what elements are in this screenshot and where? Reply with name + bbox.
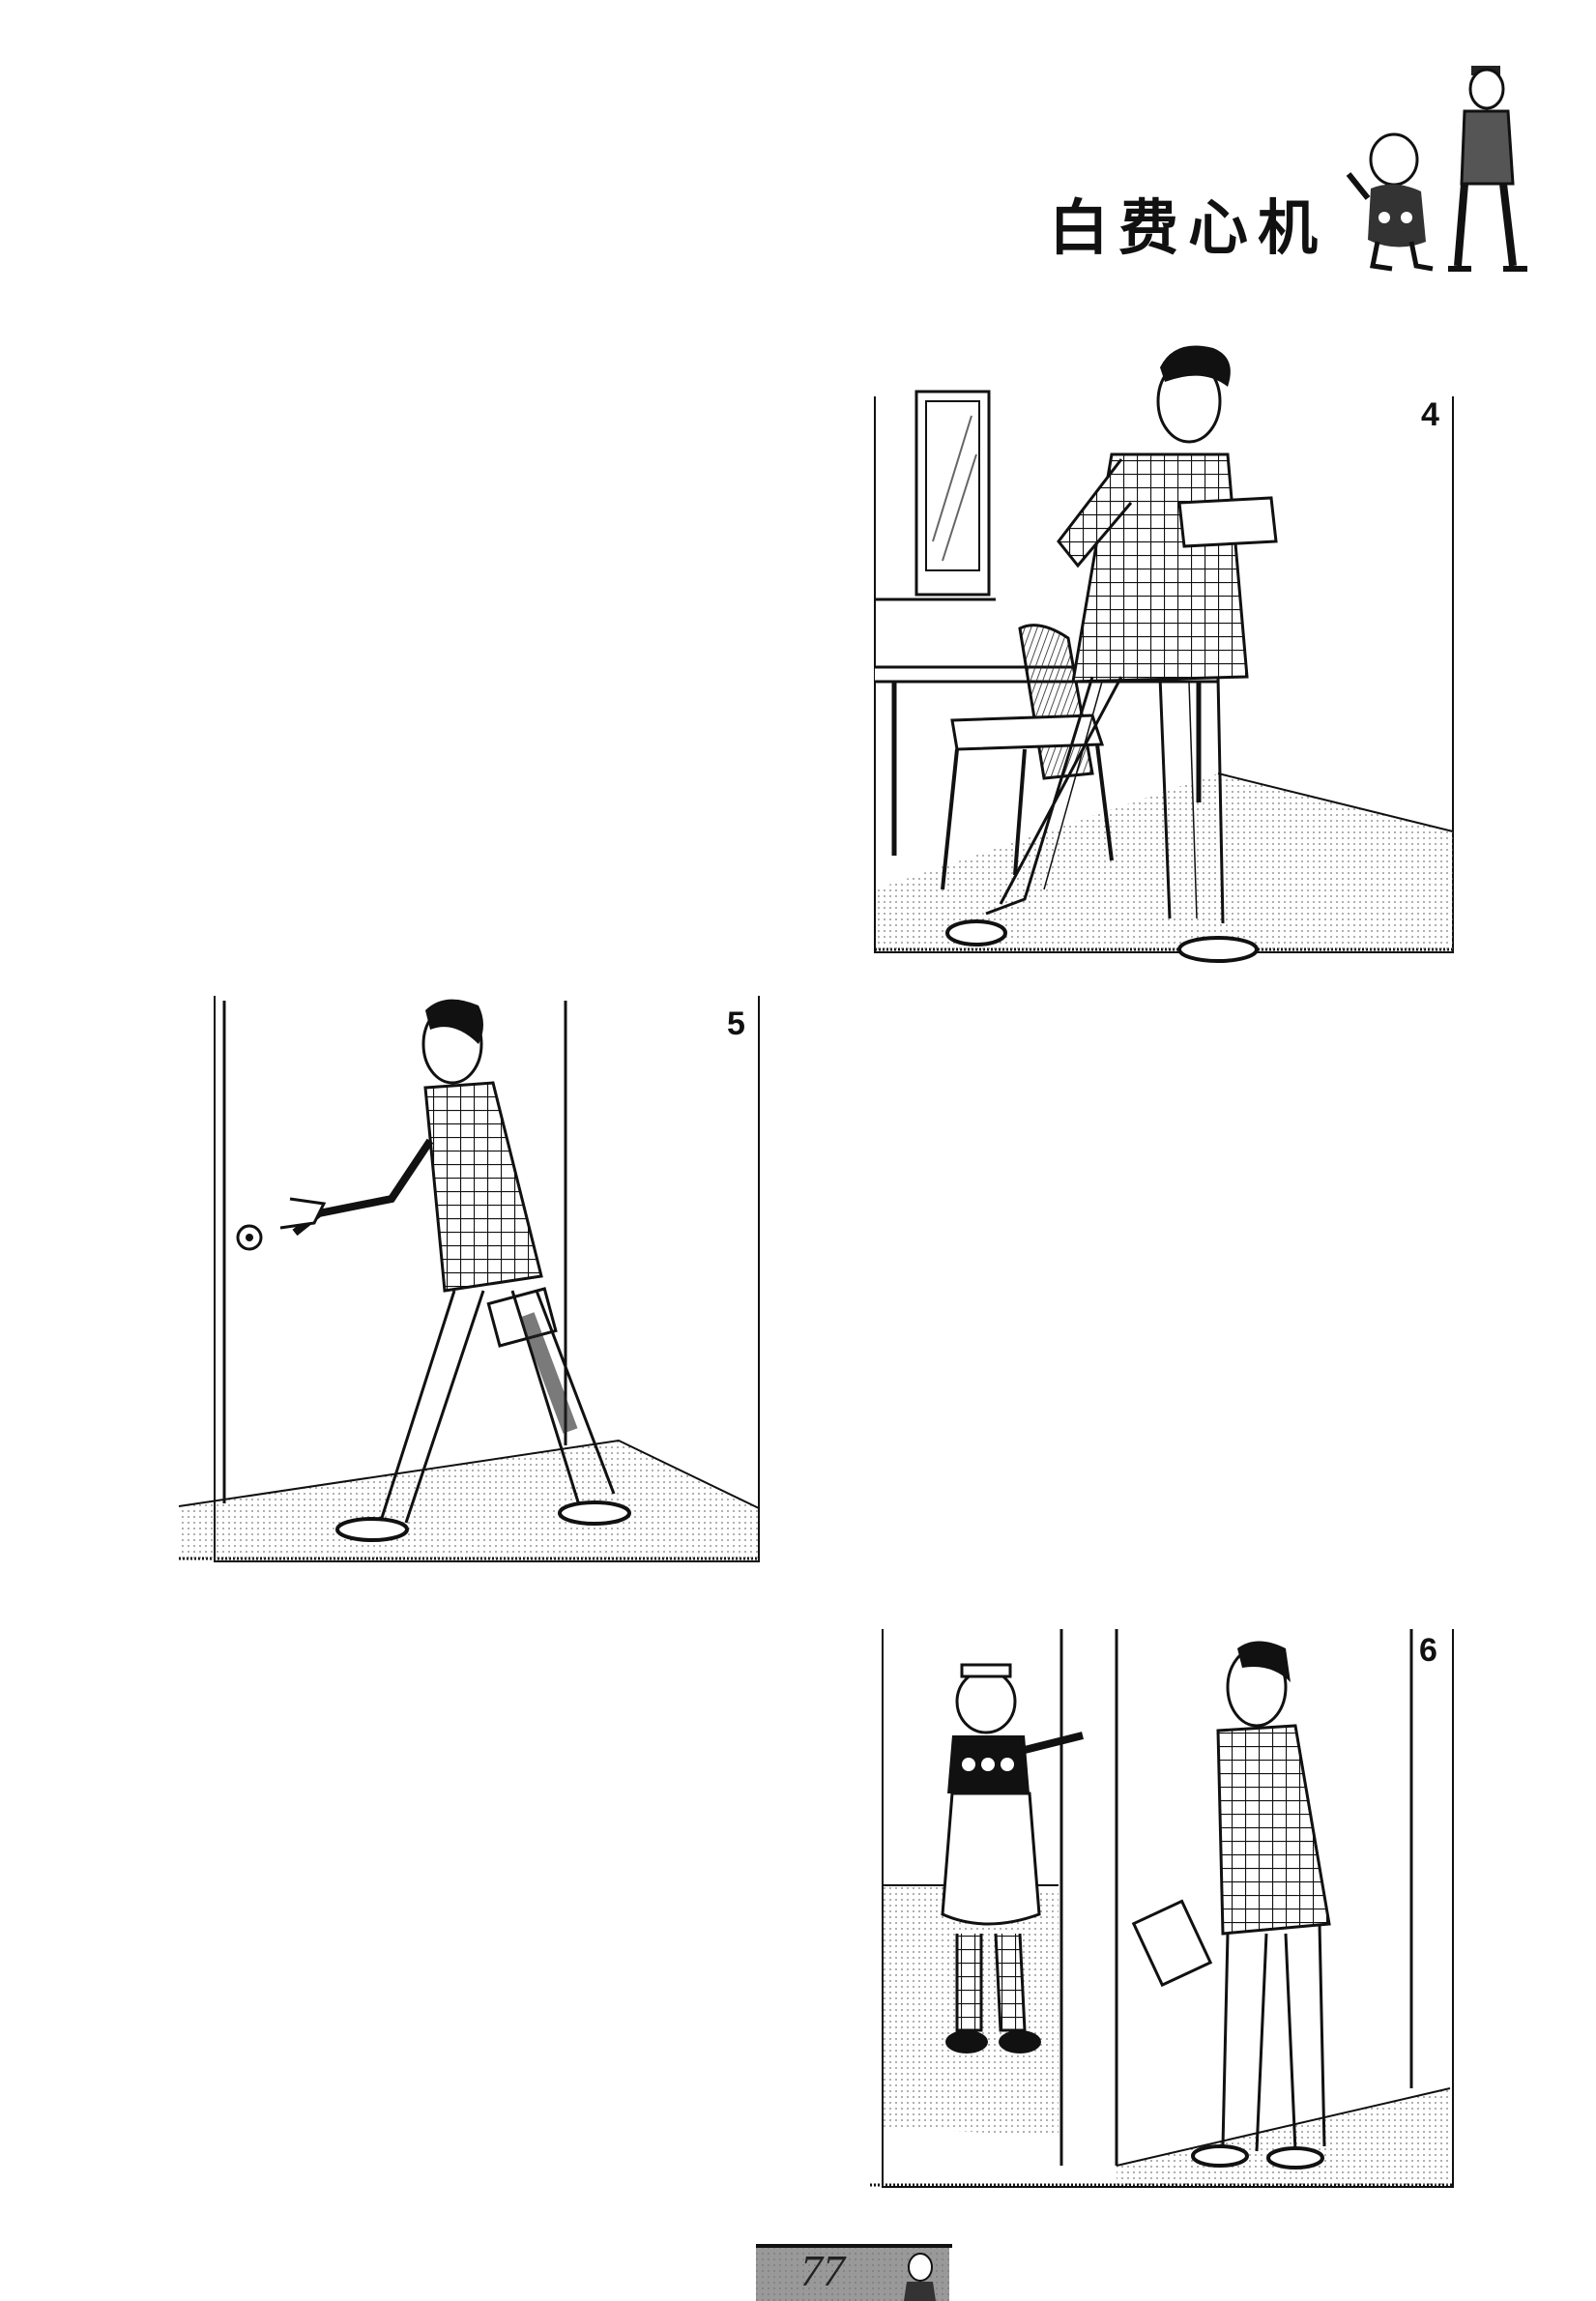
panel-6	[870, 1629, 1454, 2188]
panel-number-5: 5	[727, 1005, 745, 1042]
panel-4	[874, 345, 1454, 963]
mascot-characters	[1346, 66, 1527, 272]
page-number: 77	[800, 2246, 845, 2295]
panel-5	[178, 996, 760, 1562]
panel-number-6: 6	[1419, 1632, 1437, 1669]
page-title: 白费心机	[1049, 192, 1328, 263]
panel-number-4: 4	[1421, 396, 1439, 433]
page-number-tab	[756, 2244, 952, 2301]
